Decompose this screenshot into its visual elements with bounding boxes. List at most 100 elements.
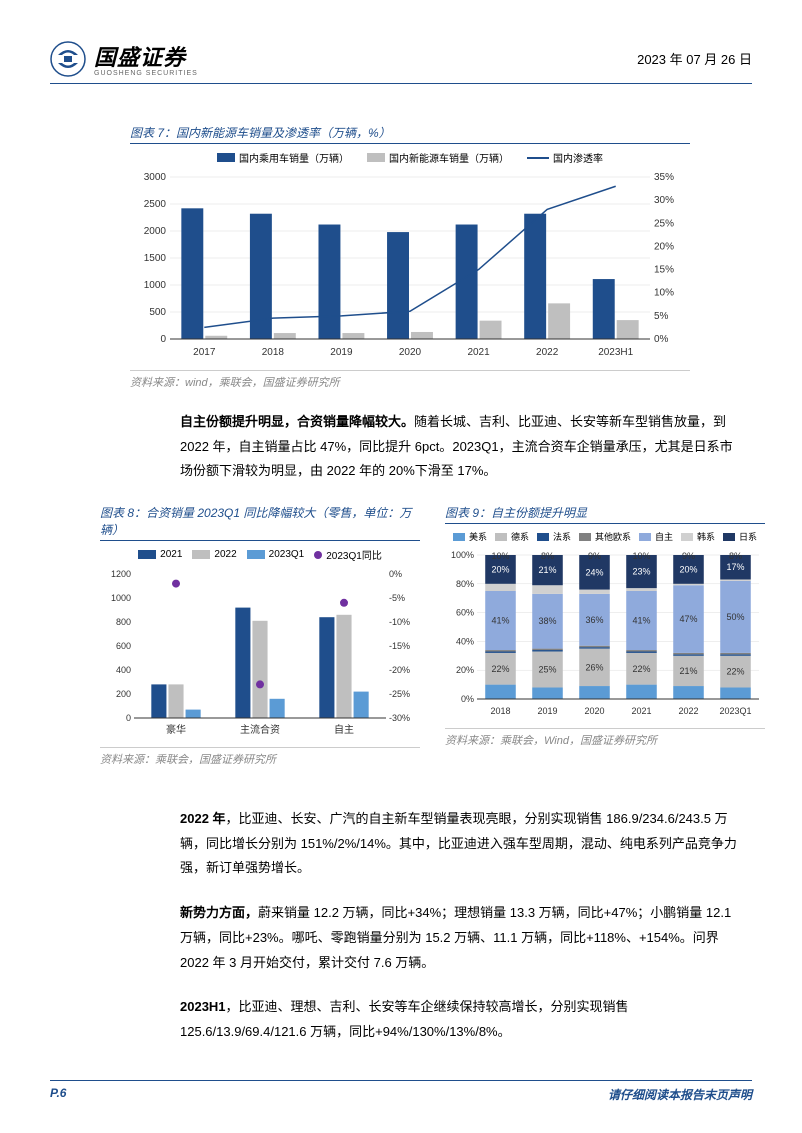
svg-text:36%: 36% [585, 615, 603, 625]
chart-7-source: 资料来源：wind，乘联会，国盛证券研究所 [130, 370, 690, 390]
svg-text:22%: 22% [491, 664, 509, 674]
paragraph-3: 新势力方面，蔚来销量 12.2 万辆，同比+34%；理想销量 13.3 万辆，同… [180, 901, 740, 975]
legend-label: 2023Q1同比 [326, 547, 382, 562]
chart-7-title: 图表 7：国内新能源车销量及渗透率（万辆，%） [130, 124, 690, 144]
chart-7-svg: 0500100015002000250030000%5%10%15%20%25%… [130, 171, 690, 361]
svg-text:2000: 2000 [144, 226, 167, 237]
svg-text:2020: 2020 [584, 706, 604, 716]
legend-label: 2021 [160, 549, 182, 560]
svg-text:20%: 20% [679, 564, 697, 574]
svg-text:200: 200 [116, 689, 131, 699]
chart-8-legend: 2021 2022 2023Q1 2023Q1同比 [100, 547, 420, 562]
svg-text:22%: 22% [726, 667, 744, 677]
svg-text:1000: 1000 [144, 280, 167, 291]
svg-text:9%: 9% [588, 551, 601, 561]
svg-text:5%: 5% [654, 311, 669, 322]
svg-text:-5%: -5% [389, 593, 405, 603]
svg-text:2017: 2017 [193, 347, 216, 358]
company-sub: GUOSHENG SECURITIES [94, 70, 198, 77]
svg-text:-30%: -30% [389, 713, 410, 723]
svg-text:600: 600 [116, 641, 131, 651]
svg-text:2021: 2021 [467, 347, 490, 358]
svg-text:20%: 20% [491, 564, 509, 574]
svg-text:8%: 8% [729, 551, 742, 561]
svg-text:-10%: -10% [389, 617, 410, 627]
legend-label: 国内乘用车销量（万辆） [239, 150, 349, 165]
svg-text:25%: 25% [538, 665, 556, 675]
svg-text:2020: 2020 [399, 347, 422, 358]
svg-text:9%: 9% [682, 551, 695, 561]
svg-text:10%: 10% [632, 551, 650, 561]
svg-text:25%: 25% [654, 218, 674, 229]
svg-text:47%: 47% [679, 614, 697, 624]
svg-text:41%: 41% [491, 616, 509, 626]
svg-text:2022: 2022 [678, 706, 698, 716]
svg-text:-20%: -20% [389, 665, 410, 675]
chart-9-source: 资料来源：乘联会，Wind，国盛证券研究所 [445, 728, 765, 748]
svg-text:15%: 15% [654, 265, 674, 276]
logo-block: 国盛证券 GUOSHENG SECURITIES [50, 40, 198, 77]
svg-text:2500: 2500 [144, 199, 167, 210]
paragraph-2: 2022 年，比亚迪、长安、广汽的自主新车型销量表现亮眼，分别实现销售 186.… [180, 807, 740, 881]
svg-text:10%: 10% [654, 288, 674, 299]
svg-text:-25%: -25% [389, 689, 410, 699]
chart-8-svg: 0200400600800100012000%-5%-10%-15%-20%-2… [100, 568, 420, 738]
chart-9-title: 图表 9：自主份额提升明显 [445, 504, 765, 524]
svg-text:3000: 3000 [144, 172, 167, 183]
svg-text:100%: 100% [451, 550, 474, 560]
chart-8-source: 资料来源：乘联会，国盛证券研究所 [100, 747, 420, 767]
legend-label: 2022 [214, 549, 236, 560]
svg-text:1000: 1000 [111, 593, 131, 603]
svg-text:17%: 17% [726, 562, 744, 572]
svg-text:8%: 8% [541, 551, 554, 561]
svg-text:2018: 2018 [262, 347, 285, 358]
svg-text:35%: 35% [654, 172, 674, 183]
chart-8: 图表 8：合资销量 2023Q1 同比降幅较大（零售，单位：万辆） 2021 2… [100, 504, 420, 767]
svg-text:20%: 20% [456, 665, 474, 675]
company-name: 国盛证券 [94, 40, 198, 72]
para1-bold: 自主份额提升明显，合资销量降幅较大。 [180, 414, 414, 429]
chart-9-svg: 0%20%40%60%80%100%10%22%41%20%20188%25%3… [445, 549, 765, 719]
svg-text:41%: 41% [632, 616, 650, 626]
chart-7-legend: 国内乘用车销量（万辆） 国内新能源车销量（万辆） 国内渗透率 [130, 150, 690, 165]
svg-text:-15%: -15% [389, 641, 410, 651]
svg-text:60%: 60% [456, 608, 474, 618]
chart-8-title: 图表 8：合资销量 2023Q1 同比降幅较大（零售，单位：万辆） [100, 504, 420, 541]
chart-7: 图表 7：国内新能源车销量及渗透率（万辆，%） 国内乘用车销量（万辆） 国内新能… [130, 124, 690, 390]
svg-text:38%: 38% [538, 616, 556, 626]
svg-text:2018: 2018 [490, 706, 510, 716]
svg-text:80%: 80% [456, 579, 474, 589]
chart-9: 图表 9：自主份额提升明显 美系德系法系其他欧系自主韩系日系 0%20%40%6… [445, 504, 765, 767]
svg-text:30%: 30% [654, 195, 674, 206]
svg-text:0%: 0% [461, 694, 474, 704]
svg-text:24%: 24% [585, 567, 603, 577]
svg-text:23%: 23% [632, 567, 650, 577]
company-logo-icon [50, 41, 86, 77]
report-date: 2023 年 07 月 26 日 [637, 49, 752, 68]
paragraph-4: 2023H1，比亚迪、理想、吉利、长安等车企继续保持较高增长，分别实现销售 12… [180, 995, 740, 1044]
svg-text:1500: 1500 [144, 253, 167, 264]
svg-text:21%: 21% [538, 565, 556, 575]
page-footer: P.6 请仔细阅读本报告末页声明 [50, 1080, 752, 1103]
svg-text:2019: 2019 [537, 706, 557, 716]
svg-text:21%: 21% [679, 666, 697, 676]
svg-text:10%: 10% [491, 551, 509, 561]
svg-text:2022: 2022 [536, 347, 559, 358]
svg-text:自主: 自主 [334, 723, 354, 736]
svg-text:50%: 50% [726, 612, 744, 622]
legend-label: 2023Q1 [269, 549, 305, 560]
svg-text:800: 800 [116, 617, 131, 627]
svg-text:500: 500 [149, 307, 166, 318]
legend-label: 国内新能源车销量（万辆） [389, 150, 509, 165]
svg-text:主流合资: 主流合资 [240, 723, 280, 736]
svg-text:20%: 20% [654, 241, 674, 252]
footer-disclaimer: 请仔细阅读本报告末页声明 [608, 1086, 752, 1103]
svg-text:1200: 1200 [111, 569, 131, 579]
svg-text:400: 400 [116, 665, 131, 675]
chart-9-legend: 美系德系法系其他欧系自主韩系日系 [445, 530, 765, 543]
page-header: 国盛证券 GUOSHENG SECURITIES 2023 年 07 月 26 … [50, 40, 752, 84]
svg-text:0: 0 [160, 334, 166, 345]
svg-text:2019: 2019 [330, 347, 353, 358]
svg-text:22%: 22% [632, 664, 650, 674]
svg-text:2021: 2021 [631, 706, 651, 716]
